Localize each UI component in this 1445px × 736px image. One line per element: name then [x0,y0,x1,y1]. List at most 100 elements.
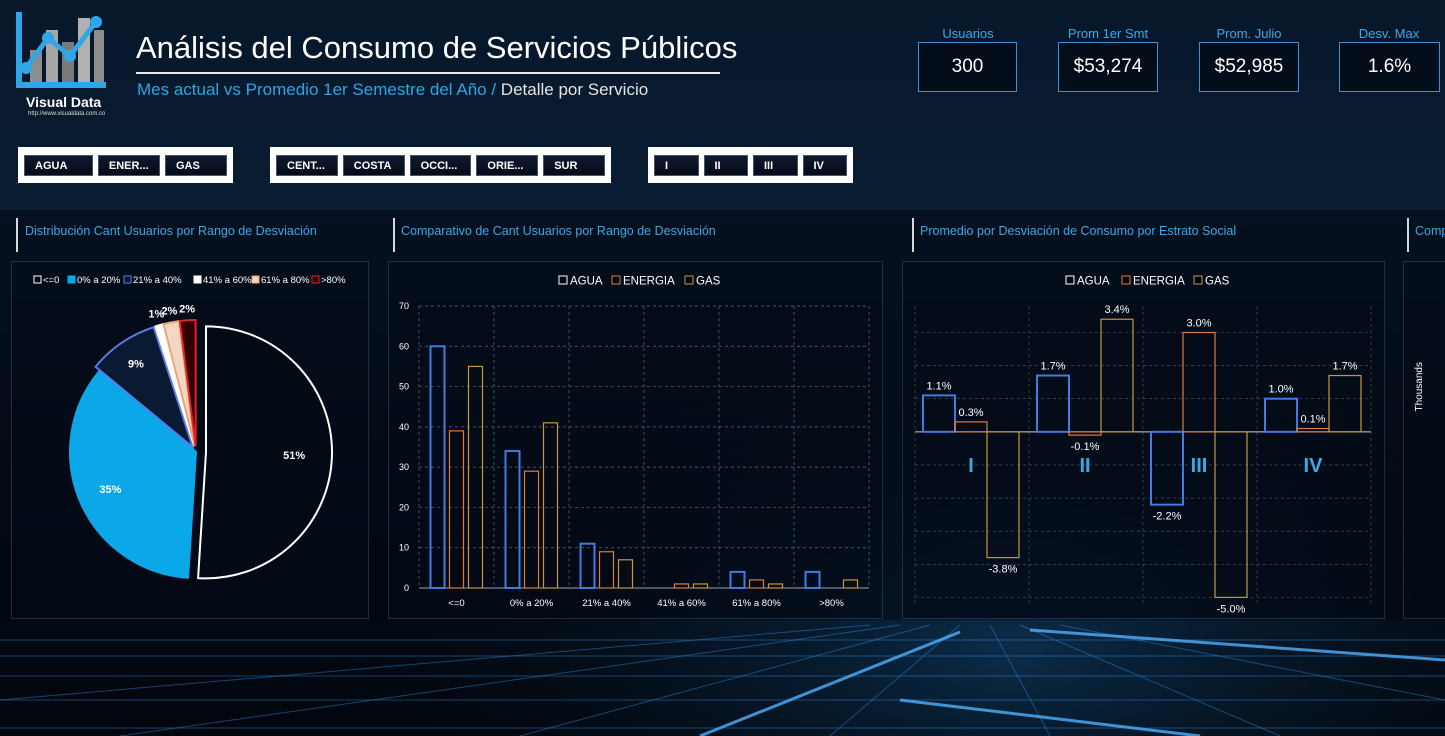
slicer-estrato: I II III IV [648,147,853,183]
bar-gas-estrato-ii [1100,318,1134,433]
bar-agua-estrato-i [922,394,956,433]
panel4-y-axis-label: Thousands [1414,362,1425,411]
panel3-accent-bar [912,218,914,252]
data-label-gas-estrato-iv: 1.7% [1332,361,1357,373]
subtitle-detail: Detalle por Servicio [500,80,649,99]
legend-swatch-61-a-80 [251,275,260,284]
data-label-agua-estrato-iii: -2.2% [1153,511,1182,523]
legend-swatch-energia [611,275,621,285]
page-subtitle: Mes actual vs Promedio 1er Semestre del … [137,80,648,100]
x-tick-0: <=0 [448,598,464,609]
pie-chart-frame: <=0 0% a 20% 21% a 40% 41% a 60% 61% a 80% >8… [11,261,369,619]
bar-energia-0-a-20 [523,470,540,589]
slicer-servicio-gas[interactable]: GAS [164,154,227,176]
kpi-prom-julio-label: Prom. Julio [1216,26,1282,41]
legend-swatch-21-a-40 [123,275,132,284]
pie-chart: <=0 0% a 20% 21% a 40% 41% a 60% 61% a 80% >8… [33,275,346,580]
slicer-region-oriente[interactable]: ORIE... [476,154,539,176]
bar-energia-41-a-60 [673,583,690,589]
bar-gas-61-a-80 [767,583,784,589]
slicer-region-sur[interactable]: SUR [543,154,605,176]
slicer-servicio-energia[interactable]: ENER... [97,154,160,176]
category-label-estrato-iv: IV [1304,455,1324,477]
legend-label-agua: AGUA [1077,276,1110,288]
chart-logo-icon [16,12,106,88]
data-label-energia-estrato-iv: 0.1% [1300,414,1325,426]
category-label-estrato-ii: II [1079,455,1090,477]
y-tick-10: 10 [399,543,409,553]
bar-chart-frame: AGUA ENERGIA GAS 0 10 20 30 40 50 60 70 <=0 0% a 20%… [388,261,883,619]
legend-label-energia: ENERGIA [1133,276,1185,288]
slicer-region-occidente[interactable]: OCCI... [409,154,472,176]
x-tick-61-a-80: 61% a 80% [732,598,781,609]
title-divider [136,72,720,74]
subtitle-main: Mes actual vs Promedio 1er Semestre del … [137,80,487,99]
logo-text: Visual Data [26,94,102,110]
bar-agua-61-a-80 [729,570,746,589]
bar-energia-estrato-ii [1068,431,1102,436]
slicer-estrato-iii[interactable]: III [753,154,798,176]
legend-label-energia: ENERGIA [623,276,675,288]
slicer-estrato-iv[interactable]: IV [802,154,847,176]
bar-energia-estrato-i [954,421,988,433]
kpi-prom-semestre-value: $53,274 [1058,42,1158,92]
y-tick-30: 30 [399,462,409,472]
slicer-servicio-agua[interactable]: AGUA [24,154,93,176]
bar-agua-estrato-iii [1150,430,1184,506]
bar-agua-0 [429,345,446,589]
pie-slice-0-a-20 [69,370,198,579]
data-label-energia-estrato-i: 0.3% [958,407,983,419]
bar-energia-21-a-40 [598,551,615,589]
panel4-chart-frame: Thousands [1403,261,1445,619]
y-tick-40: 40 [399,422,409,432]
pie-label-0-a-20: 35% [99,484,121,496]
bar-gas-0-a-20 [542,422,559,589]
bar-gas-80 [842,579,859,589]
legend-label-41-a-60: 41% a 60% [203,275,252,286]
pie-label-80: 2% [179,303,195,315]
bar-energia-61-a-80 [748,579,765,589]
panel2-accent-bar [393,218,395,252]
legend-swatch-80 [311,275,320,284]
pie-label-41-a-60: 1% [148,309,164,321]
data-label-agua-estrato-iv: 1.0% [1268,384,1293,396]
bar-agua-estrato-iv [1264,397,1298,433]
legend-label-gas: GAS [1205,276,1230,288]
slicer-estrato-i[interactable]: I [654,154,699,176]
kpi-prom-julio-value: $52,985 [1199,42,1299,92]
bar-agua-estrato-ii [1036,374,1070,433]
panel4-chart: Thousands [1414,362,1425,411]
kpi-prom-semestre-label: Prom 1er Smt [1067,26,1149,41]
data-label-gas-estrato-i: -3.8% [989,564,1018,576]
bar-agua-0-a-20 [504,450,521,589]
legend-label-21-a-40: 21% a 40% [133,275,182,286]
estrato-chart: AGUA ENERGIA GAS 1.1% 0.3% -3.8% I 1.7% -0.1% 3.4… [914,275,1372,615]
kpi-desv-max-value: 1.6% [1339,42,1440,92]
page-title: Análisis del Consumo de Servicios Públic… [136,30,738,65]
bar-gas-21-a-40 [617,559,634,589]
bar-gas-estrato-iii [1214,431,1248,598]
y-tick-60: 60 [399,341,409,351]
slicer-region: CENT... COSTA OCCI... ORIE... SUR [270,147,611,183]
bar-agua-80 [804,570,821,589]
y-tick-20: 20 [399,502,409,512]
slicer-servicio: AGUA ENER... GAS [18,147,233,183]
panel3-title: Promedio por Desviación de Consumo por E… [920,224,1237,238]
pie-slice-80 [178,319,197,447]
legend-swatch-0 [33,275,42,284]
legend-swatch-gas [684,275,694,285]
x-tick-80: >80% [819,598,844,609]
slicer-estrato-ii[interactable]: II [703,154,748,176]
bar-energia-estrato-iii [1182,331,1216,433]
legend-swatch-agua [1065,275,1075,285]
pie-label-21-a-40: 9% [128,359,144,371]
data-label-gas-estrato-ii: 3.4% [1104,304,1129,316]
slicer-region-centro[interactable]: CENT... [276,154,338,176]
bar-gas-0 [467,365,484,589]
legend-swatch-agua [558,275,568,285]
slicer-region-costa[interactable]: COSTA [342,154,405,176]
legend-label-gas: GAS [696,276,721,288]
bar-chart: AGUA ENERGIA GAS 0 10 20 30 40 50 60 70 <=0 0% a 20%… [399,275,870,609]
panel2-title: Comparativo de Cant Usuarios por Rango d… [401,224,716,238]
